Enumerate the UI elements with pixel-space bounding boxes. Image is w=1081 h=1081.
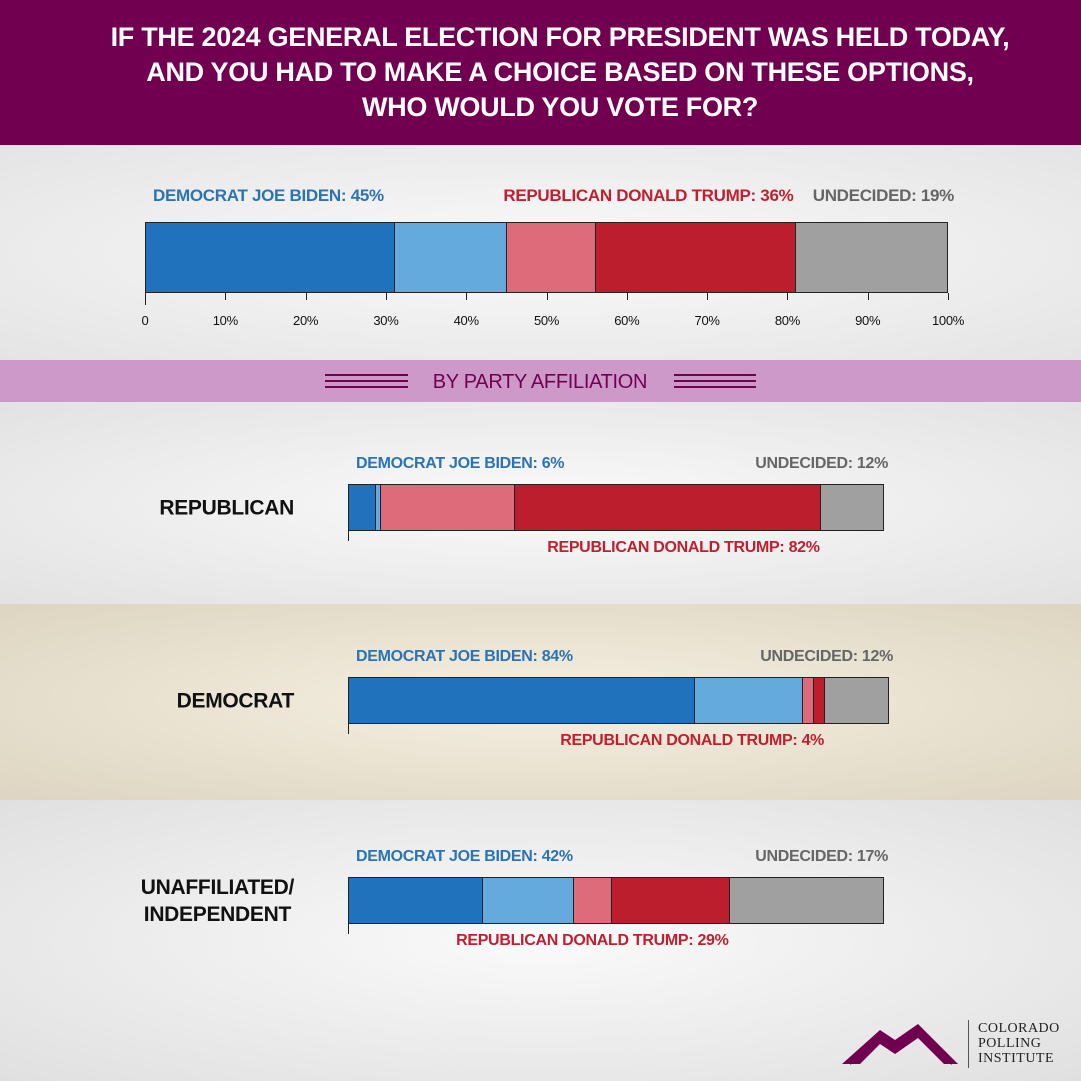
bar-segment bbox=[795, 222, 948, 293]
tick-mark bbox=[707, 293, 709, 300]
bar-segment bbox=[802, 677, 814, 724]
tick-mark bbox=[145, 293, 146, 300]
tick-mark bbox=[546, 293, 548, 300]
x-tick-label: 0 bbox=[141, 313, 149, 328]
x-tick-label: 80% bbox=[774, 313, 800, 328]
tick-mark bbox=[225, 293, 227, 300]
decor-lines bbox=[325, 374, 756, 388]
category-label: DEMOCRAT bbox=[176, 689, 295, 712]
x-tick-label: 50% bbox=[533, 313, 560, 328]
axis-line bbox=[348, 484, 349, 541]
bar-segment bbox=[348, 877, 482, 924]
bar-segment bbox=[573, 877, 611, 924]
label-biden: DEMOCRAT JOE BIDEN: 84% bbox=[356, 648, 573, 665]
label-biden: DEMOCRAT JOE BIDEN: 6% bbox=[356, 455, 565, 472]
bar-segment bbox=[819, 484, 884, 531]
bar-segment bbox=[393, 222, 507, 293]
bar-segment bbox=[813, 677, 825, 724]
logo-divider bbox=[968, 1020, 969, 1068]
category-label: UNAFFILIATED/ INDEPENDENT bbox=[140, 875, 295, 926]
bar-segment bbox=[482, 877, 574, 924]
bar-segment bbox=[728, 877, 884, 924]
section-band bbox=[0, 360, 1081, 402]
label-trump: REPUBLICAN DONALD TRUMP: 82% bbox=[547, 539, 820, 556]
tick-mark bbox=[305, 293, 307, 300]
label-trump: REPUBLICAN DONALD TRUMP: 29% bbox=[456, 932, 729, 949]
section-decoration bbox=[325, 374, 756, 388]
logo-mark bbox=[842, 1024, 958, 1065]
x-tick-label: 40% bbox=[453, 313, 479, 328]
x-tick-label: 20% bbox=[293, 313, 319, 328]
row-panel bbox=[0, 800, 1081, 1081]
bar-segment bbox=[348, 677, 695, 724]
x-tick-label: 60% bbox=[614, 313, 640, 328]
tick-mark bbox=[787, 293, 789, 300]
label-undecided: UNDECIDED: 12% bbox=[755, 455, 888, 472]
header-band bbox=[0, 0, 1081, 145]
tick-mark bbox=[626, 293, 628, 300]
tick-mark bbox=[385, 293, 387, 300]
tick-mark bbox=[867, 293, 869, 300]
bar-segment bbox=[610, 877, 729, 924]
x-tick-label: 70% bbox=[694, 313, 720, 328]
label-biden: DEMOCRAT JOE BIDEN: 45% bbox=[153, 186, 384, 205]
label-biden: DEMOCRAT JOE BIDEN: 42% bbox=[356, 848, 573, 865]
bar-segment bbox=[348, 484, 375, 531]
label-trump: REPUBLICAN DONALD TRUMP: 4% bbox=[560, 732, 825, 749]
label-trump: REPUBLICAN DONALD TRUMP: 36% bbox=[503, 186, 794, 205]
tick-mark bbox=[466, 293, 468, 300]
x-tick-label: 10% bbox=[212, 313, 238, 328]
bar-segment bbox=[594, 222, 796, 293]
section-title: BY PARTY AFFILIATION bbox=[432, 371, 648, 393]
bar-segment bbox=[145, 222, 394, 293]
tick-mark bbox=[948, 293, 949, 300]
x-tick-label: 30% bbox=[373, 313, 399, 328]
bar-segment bbox=[374, 484, 381, 531]
label-undecided: UNDECIDED: 19% bbox=[812, 186, 955, 205]
bar-segment bbox=[380, 484, 515, 531]
label-undecided: UNDECIDED: 12% bbox=[760, 648, 893, 665]
x-tick-label: 100% bbox=[931, 313, 965, 328]
axis-line bbox=[145, 222, 146, 305]
axis-line bbox=[348, 877, 349, 934]
axis-line bbox=[348, 677, 349, 734]
category-label: REPUBLICAN bbox=[159, 496, 294, 519]
bar-segment bbox=[506, 222, 595, 293]
bar-segment bbox=[514, 484, 820, 531]
x-tick-label: 90% bbox=[855, 313, 881, 328]
bar-segment bbox=[694, 677, 803, 724]
logo-text: COLORADO POLLING INSTITUTE bbox=[978, 1021, 1060, 1066]
label-undecided: UNDECIDED: 17% bbox=[755, 848, 888, 865]
chart-title: IF THE 2024 GENERAL ELECTION FOR PRESIDE… bbox=[110, 22, 1010, 122]
bar-segment bbox=[824, 677, 889, 724]
